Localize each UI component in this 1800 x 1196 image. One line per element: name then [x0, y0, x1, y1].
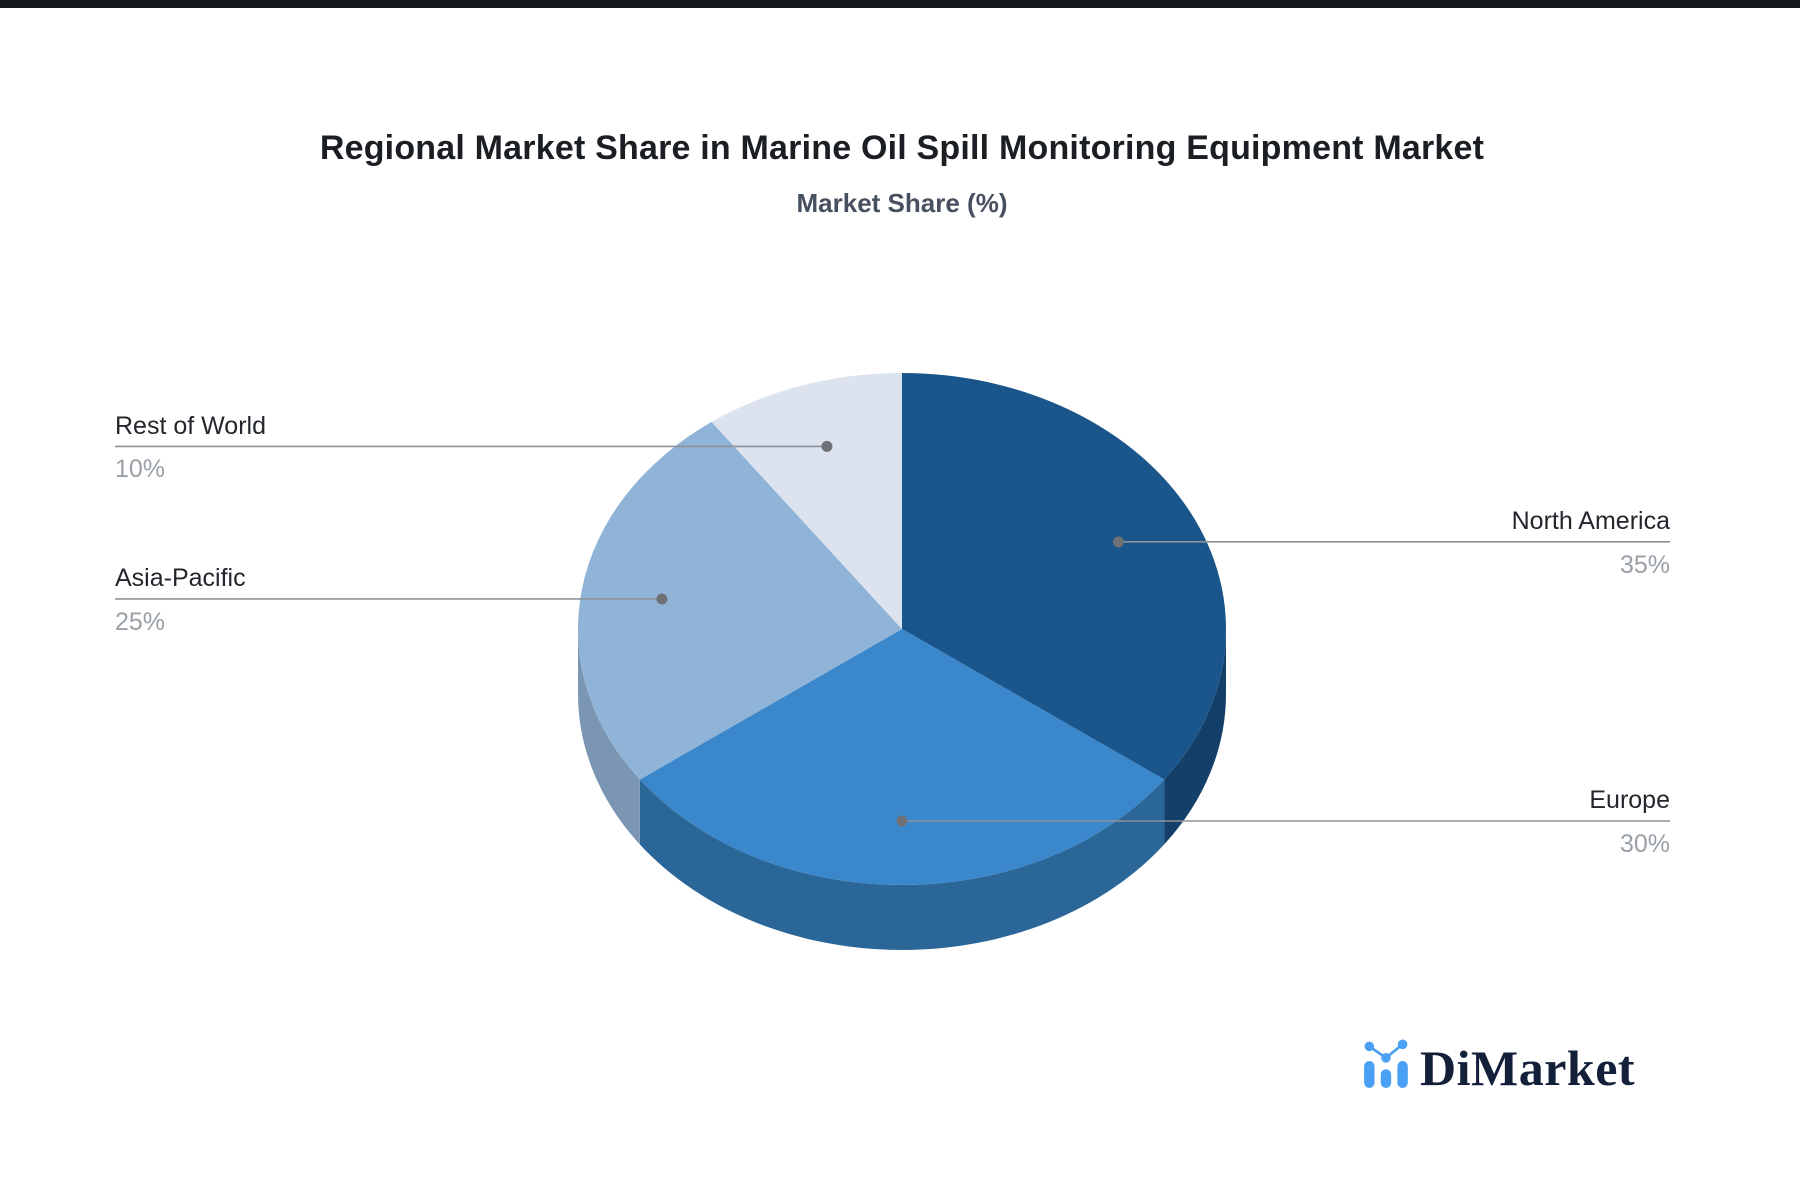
pie-slice-side-asia-pacific — [578, 629, 640, 845]
pie-slice-asia-pacific[interactable] — [578, 421, 902, 780]
leader-dot-europe — [896, 815, 908, 827]
leader-dot-rest-of-world — [821, 440, 833, 452]
leader-dot-asia-pacific — [656, 593, 668, 605]
pie-slice-north-america[interactable] — [902, 373, 1226, 780]
slice-label-value: 35% — [1619, 550, 1670, 579]
pie-slice-side-europe — [639, 779, 1165, 950]
slice-label-name: Rest of World — [115, 411, 266, 440]
logo-text: DiMarket — [1420, 1040, 1636, 1096]
chart-title: Regional Market Share in Marine Oil Spil… — [319, 129, 1485, 167]
slice-label-name: North America — [1511, 507, 1670, 536]
slice-label-value: 10% — [115, 455, 166, 484]
slice-label-value: 30% — [1619, 830, 1670, 858]
chart-subtitle: Market Share (%) — [796, 188, 1008, 218]
window-top-edge — [0, 0, 1800, 8]
bar-chart-logo-icon — [1364, 1039, 1408, 1088]
slice-label-name: Europe — [1589, 786, 1670, 815]
pie-slice-side-north-america — [1164, 629, 1226, 845]
leader-dot-north-america — [1113, 536, 1125, 548]
dimarket-logo[interactable]: DiMarket — [1363, 1036, 1636, 1096]
slice-label-name: Asia-Pacific — [115, 564, 246, 593]
pie-slice-rest-of-world[interactable] — [711, 373, 902, 629]
slice-label-value: 25% — [115, 607, 166, 636]
